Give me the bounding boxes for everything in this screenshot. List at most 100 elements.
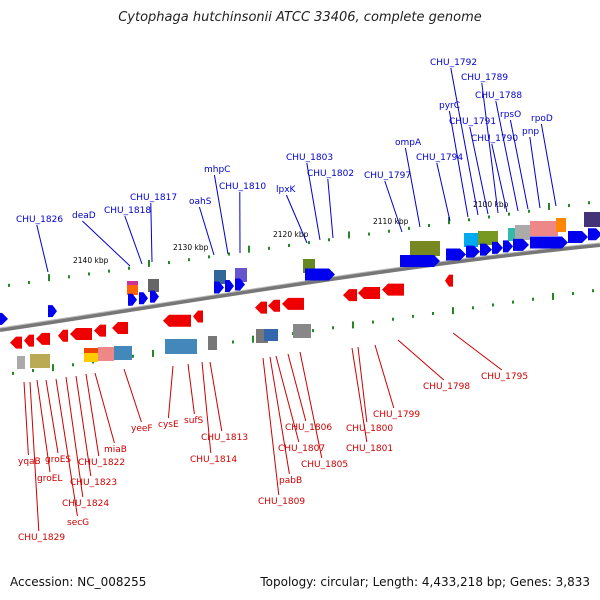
reverse-gene-arrow — [10, 336, 22, 349]
cog-box — [530, 221, 558, 236]
gene-label-bottom: CHU_1799 — [373, 410, 420, 420]
scale-tick — [208, 255, 210, 259]
gene-label-top: CHU_1817 — [130, 193, 177, 203]
reverse-gene-arrow — [282, 297, 304, 310]
scale-tick — [528, 209, 530, 213]
gene-label-top: CHU_1802 — [307, 169, 354, 179]
scale-tick — [412, 314, 414, 318]
forward-gene-arrow — [492, 241, 503, 254]
leader-line — [201, 361, 212, 454]
leader-line — [269, 356, 290, 475]
scale-tick — [188, 258, 190, 262]
genome-backbone — [0, 243, 600, 332]
cog-box — [515, 225, 530, 240]
forward-gene-arrow — [530, 236, 568, 249]
leader-line — [167, 365, 174, 419]
cog-boxes-top — [127, 212, 600, 295]
leader-line — [469, 126, 489, 215]
gene-label-bottom: groEL — [37, 474, 62, 484]
leader-line — [529, 136, 541, 209]
leader-line — [209, 361, 223, 432]
scale-tick — [248, 245, 250, 253]
reverse-gene-arrow — [94, 324, 106, 337]
gene-label-top: CHU_1810 — [219, 182, 266, 192]
gene-label-top: CHU_1788 — [475, 91, 522, 101]
scale-tick — [228, 252, 230, 256]
forward-gene-arrow — [513, 238, 529, 251]
forward-gene-arrow — [503, 240, 513, 253]
gene-label-top: mhpC — [204, 165, 230, 175]
leader-line — [198, 206, 215, 256]
scale-tick — [508, 212, 510, 216]
leader-line — [65, 376, 84, 498]
reverse-gene-arrow — [58, 329, 68, 342]
leader-line — [299, 351, 323, 459]
leader-line — [94, 372, 115, 444]
cog-box — [127, 281, 138, 295]
cog-box — [127, 281, 138, 285]
cog-box — [148, 279, 159, 292]
reverse-gene-arrow — [445, 274, 453, 287]
leader-line — [45, 379, 59, 454]
leader-line — [306, 162, 321, 241]
leader-line — [384, 180, 403, 233]
scale-tick — [128, 266, 130, 270]
reverse-gene-arrow — [255, 301, 267, 314]
leader-line — [397, 339, 445, 381]
scale-tick — [52, 364, 54, 372]
leader-line — [82, 220, 131, 267]
scale-tick — [472, 306, 474, 310]
forward-gene-arrow — [480, 243, 492, 256]
cog-box — [478, 231, 498, 245]
gene-label-top: ompA — [395, 138, 422, 148]
gene-label-bottom: pabB — [279, 476, 302, 486]
scale-tick — [548, 202, 550, 210]
cog-box — [84, 348, 98, 353]
gene-label-bottom: sufS — [184, 416, 204, 426]
leader-line — [187, 363, 195, 415]
gene-label-bottom: CHU_1806 — [285, 423, 332, 433]
gene-label-top: CHU_1792 — [430, 58, 477, 68]
scale-tick — [568, 204, 570, 208]
forward-gene-arrow — [446, 248, 466, 261]
scale-tick — [468, 218, 470, 222]
leader-line — [55, 378, 78, 517]
cog-box — [410, 241, 440, 256]
cog-box — [114, 346, 132, 360]
gene-label-top: CHU_1826 — [16, 215, 63, 225]
gene-label-bottom: CHU_1800 — [346, 424, 393, 434]
gene-label-top: CHU_1797 — [364, 171, 411, 181]
reverse-gene-arrow — [343, 289, 357, 302]
leader-line — [150, 202, 153, 263]
scale-tick — [408, 226, 410, 230]
gene-label-bottom: CHU_1813 — [201, 433, 248, 443]
leader-line — [491, 143, 508, 213]
reverse-gene-arrow — [112, 322, 128, 335]
reverse-gene-arrow — [24, 334, 34, 347]
cog-box — [30, 354, 50, 368]
scale-tick — [8, 283, 10, 287]
scale-tick — [12, 371, 14, 375]
scale-tick — [268, 246, 270, 250]
forward-gene-arrow — [128, 293, 137, 306]
gene-label-top: CHU_1789 — [461, 73, 508, 83]
scale-tick — [232, 340, 234, 344]
gene-label-top: rpsO — [500, 110, 521, 120]
leader-line — [495, 100, 519, 212]
scale-tick — [432, 312, 434, 316]
scale-tick — [72, 363, 74, 367]
forward-gene-arrow — [588, 228, 600, 241]
reverse-gene-arrow — [70, 328, 92, 341]
reverse-gene-arrow — [163, 314, 191, 327]
scale-tick — [32, 369, 34, 373]
scale-tick — [372, 320, 374, 324]
gene-label-top: pyrC — [439, 101, 460, 111]
scale-tick — [148, 259, 150, 267]
gene-label-bottom: CHU_1824 — [62, 499, 109, 509]
leader-line — [448, 110, 469, 218]
scale-tick — [392, 317, 394, 321]
reverse-gene-arrow — [358, 286, 380, 299]
cog-box — [584, 212, 600, 227]
scale-tick — [572, 292, 574, 296]
cog-box — [208, 336, 217, 350]
